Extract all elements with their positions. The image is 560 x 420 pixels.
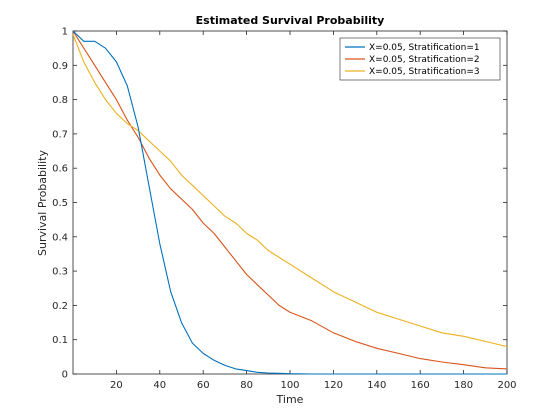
x-tick-label: 200	[497, 380, 516, 391]
axes-box	[72, 30, 508, 375]
y-tick-label: 0.6	[52, 164, 68, 175]
x-tick-label: 80	[240, 380, 253, 391]
y-tick-label: 0.5	[52, 198, 68, 209]
y-tick-label: 0.3	[52, 267, 68, 278]
x-tick-label: 20	[110, 380, 123, 391]
y-tick-label: 0	[62, 370, 68, 381]
legend-label-1: X=0.05, Stratification=1	[369, 43, 480, 53]
legend-label-3: X=0.05, Stratification=3	[369, 67, 480, 77]
y-tick-label: 0.2	[52, 301, 68, 312]
x-axis-label: Time	[276, 393, 304, 406]
plot-area: 20 40 60 80 100 120 140 160 180 200 0 0.1 0.2 0.3 0.4 0…	[52, 27, 516, 392]
legend-label-2: X=0.05, Stratification=2	[369, 55, 480, 65]
series-line-2	[72, 30, 508, 370]
y-tick-label: 0.8	[52, 95, 68, 106]
y-tick-label: 1	[62, 27, 68, 38]
y-axis-label: Survival Probability	[36, 150, 49, 256]
x-tick-label: 140	[367, 380, 386, 391]
x-tick-label: 120	[324, 380, 343, 391]
x-tick-label: 60	[197, 380, 210, 391]
legend-box	[339, 37, 501, 81]
series-line-1	[72, 30, 507, 375]
x-tick-label: 100	[280, 380, 299, 391]
y-tick-label: 0.1	[52, 335, 68, 346]
x-tick-label: 40	[153, 380, 166, 391]
y-tick-label: 0.4	[52, 232, 68, 243]
chart-title: Estimated Survival Probability	[196, 14, 385, 27]
x-tick-label: 160	[411, 380, 430, 391]
y-tick-label: 0.9	[52, 61, 68, 72]
y-tick-label: 0.7	[52, 129, 68, 140]
series-line-3	[72, 34, 508, 348]
x-tick-label: 180	[454, 380, 473, 391]
